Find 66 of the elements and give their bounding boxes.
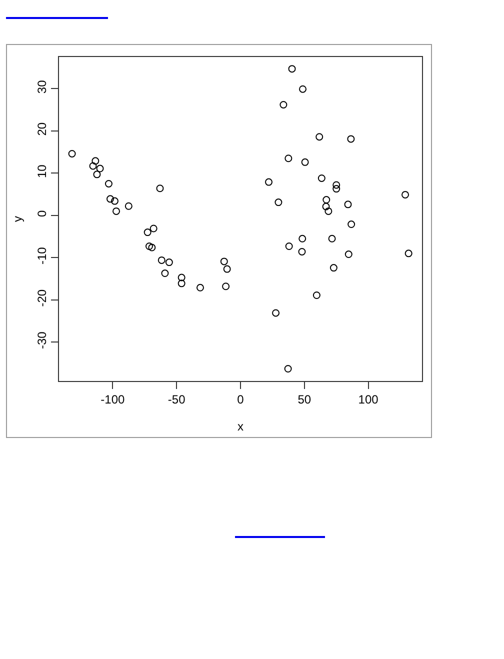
y-tick-label: 10 — [35, 164, 50, 178]
y-tick-label: 20 — [35, 122, 50, 136]
point — [312, 292, 320, 299]
point — [298, 234, 306, 242]
x-tick-label: -50 — [168, 392, 186, 406]
y-tick-label: -10 — [35, 246, 50, 265]
point — [284, 365, 292, 372]
point — [344, 250, 352, 258]
y-tick-label: -30 — [35, 331, 50, 350]
point — [328, 234, 336, 242]
point — [322, 196, 330, 204]
y-axis-title: y — [10, 216, 24, 222]
point — [284, 154, 292, 162]
point — [285, 242, 293, 250]
point — [272, 309, 280, 317]
point — [161, 270, 169, 278]
point — [178, 274, 186, 282]
point — [301, 158, 309, 166]
point — [124, 202, 132, 210]
point — [348, 220, 356, 228]
point — [148, 244, 156, 252]
point — [96, 164, 104, 172]
point — [344, 200, 352, 208]
x-axis-title: x — [238, 419, 244, 434]
point — [274, 198, 282, 206]
point — [144, 228, 152, 236]
point — [165, 258, 173, 266]
point — [402, 190, 410, 198]
point — [298, 248, 306, 256]
point — [106, 195, 114, 203]
point — [288, 65, 296, 73]
point — [265, 178, 272, 186]
point — [112, 207, 120, 215]
y-tick-label: -20 — [35, 289, 50, 307]
point — [324, 207, 332, 215]
point — [322, 202, 330, 210]
point — [92, 157, 100, 165]
point — [347, 135, 355, 143]
point — [332, 181, 340, 189]
x-tick-label: 0 — [237, 392, 244, 406]
point — [223, 265, 231, 273]
point — [196, 284, 204, 292]
y-tick-label: 0 — [35, 210, 50, 217]
point — [404, 250, 412, 258]
point — [89, 162, 97, 170]
point — [330, 264, 338, 272]
point — [156, 184, 164, 192]
y-tick-label: 30 — [35, 80, 50, 94]
point — [318, 174, 326, 182]
x-tick-label: 100 — [358, 392, 379, 406]
point — [299, 85, 306, 93]
point — [110, 197, 118, 205]
point — [222, 282, 230, 290]
x-tick-label: -100 — [100, 392, 126, 406]
point — [104, 180, 112, 188]
point — [280, 100, 288, 108]
point — [150, 224, 158, 232]
point — [178, 280, 186, 288]
point — [145, 242, 153, 250]
point — [93, 170, 101, 178]
point — [332, 185, 340, 193]
point — [68, 150, 76, 158]
x-tick-label: 50 — [298, 392, 312, 406]
point — [158, 256, 166, 264]
point — [316, 133, 324, 141]
point — [220, 258, 228, 266]
